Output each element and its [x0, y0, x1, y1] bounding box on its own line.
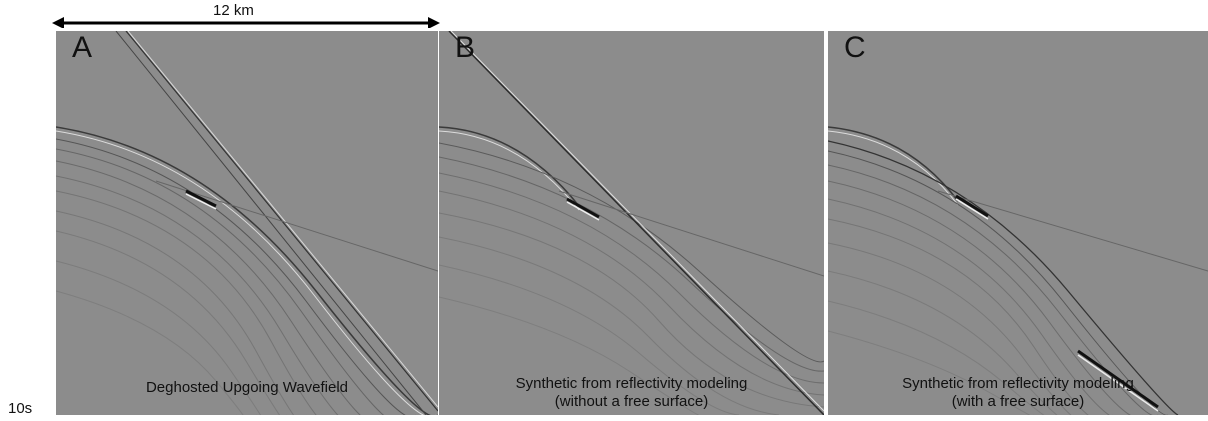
caption-line: Deghosted Upgoing Wavefield	[145, 379, 349, 396]
caption-line: Synthetic from reflectivity modeling	[515, 375, 748, 392]
caption-line: (with a free surface)	[951, 393, 1085, 410]
seismic-image-c	[828, 126, 1208, 415]
seismic-panel-b: B Synthetic from reflectivity modeling (…	[439, 31, 824, 415]
panel-letter-b: B	[455, 31, 476, 64]
seismic-image-b	[439, 31, 824, 415]
panel-letter-a: A	[72, 31, 93, 64]
scale-label: 12 km	[213, 2, 254, 19]
seismic-panel-c: C Synthetic from reflectivity modeling (…	[828, 31, 1208, 415]
seismic-image-a	[56, 31, 438, 415]
scale-bar-arrow	[52, 17, 440, 28]
panel-letter-c: C	[844, 31, 866, 64]
panel-caption-a: Deghosted Upgoing Wavefield	[56, 379, 438, 397]
seismic-panel-a: A Deghosted Upgoing Wavefield	[56, 31, 438, 415]
caption-line: Synthetic from reflectivity modeling	[902, 375, 1134, 392]
panel-caption-b: Synthetic from reflectivity modeling (wi…	[439, 375, 824, 411]
caption-line: (without a free surface)	[554, 393, 709, 410]
panel-caption-c: Synthetic from reflectivity modeling (wi…	[828, 375, 1208, 411]
time-axis-label: 10s	[8, 400, 33, 417]
